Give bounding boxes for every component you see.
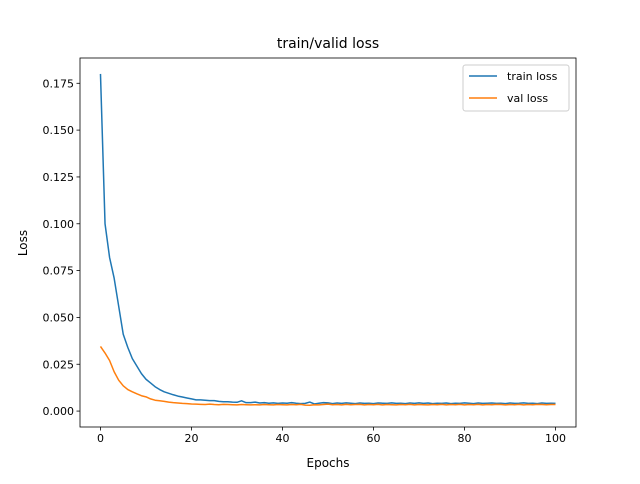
y-tick-label: 0.050: [43, 311, 75, 324]
series-line-train-loss: [99, 73, 556, 405]
x-tick-label: 80: [458, 432, 472, 445]
legend: train loss val loss: [462, 64, 570, 112]
x-tick-label: 0: [97, 432, 104, 445]
y-axis-label: Loss: [16, 230, 30, 256]
x-tick-label: 20: [184, 432, 198, 445]
y-tick-label: 0.000: [43, 405, 75, 418]
legend-label-val-loss: val loss: [507, 92, 548, 105]
x-axis-label: Epochs: [307, 456, 350, 470]
series-line-val-loss: [99, 346, 556, 407]
axes-frame: [79, 57, 577, 428]
x-tick-label: 100: [545, 432, 566, 445]
chart-title: train/valid loss: [277, 36, 379, 52]
y-tick-label: 0.075: [43, 265, 75, 278]
plot-area: 0 20 40 60 80 100 0.000 0.025 0.050 0.075 0.100 0.1…: [43, 57, 577, 445]
legend-label-train-loss: train loss: [507, 70, 558, 83]
x-tick-label: 40: [275, 432, 289, 445]
x-tick-label: 60: [367, 432, 381, 445]
y-tick-label: 0.150: [43, 124, 75, 137]
y-tick-label: 0.100: [43, 218, 75, 231]
y-tick-label: 0.125: [43, 171, 75, 184]
y-tick-label: 0.025: [43, 358, 75, 371]
y-tick-label: 0.175: [43, 77, 75, 90]
